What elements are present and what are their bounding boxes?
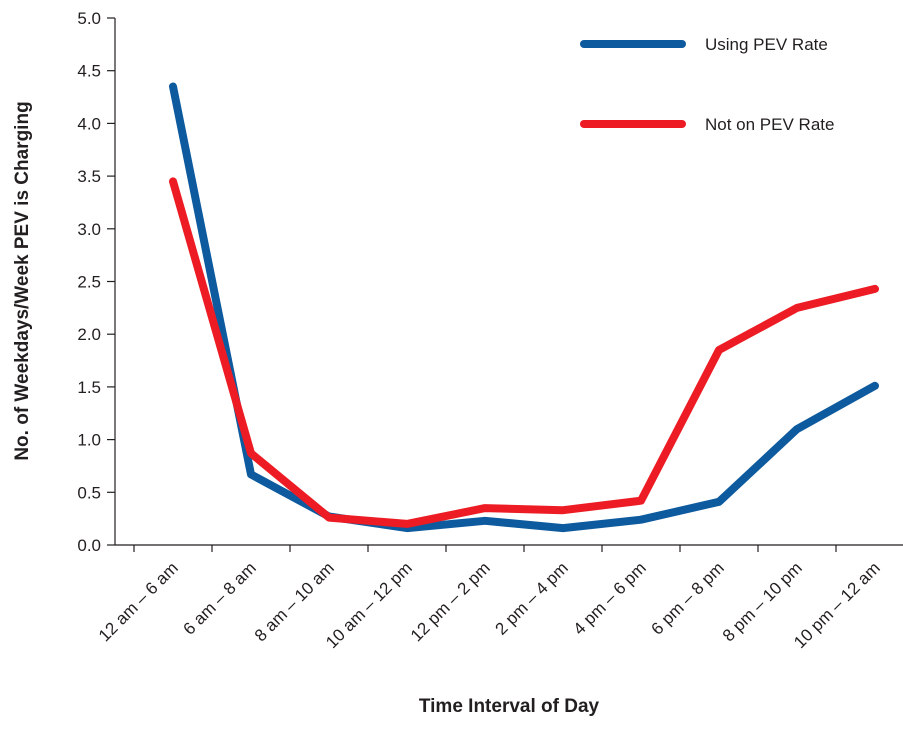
axes [114, 18, 903, 546]
y-tick-label: 0.0 [77, 536, 101, 555]
x-tick-label: 6 am – 8 am [180, 558, 260, 638]
series-line-using-pev-rate [169, 82, 879, 533]
y-tick-label: 3.5 [77, 167, 101, 186]
x-tick-label: 12 pm – 2 pm [407, 558, 494, 645]
legend-label: Not on PEV Rate [705, 115, 834, 134]
x-tick-label: 8 am – 10 am [251, 558, 338, 645]
y-axis-title: No. of Weekdays/Week PEV is Charging [12, 101, 33, 460]
legend-label: Using PEV Rate [705, 35, 828, 54]
x-tick-label: 4 pm – 6 pm [570, 558, 650, 638]
y-tick-label: 2.5 [77, 273, 101, 292]
y-tick-label: 1.0 [77, 431, 101, 450]
x-tick-label: 6 pm – 8 pm [648, 558, 728, 638]
x-tick-label: 12 am – 6 am [95, 558, 182, 645]
x-tick-label: 8 pm – 10 pm [719, 558, 806, 645]
y-tick-label: 2.0 [77, 325, 101, 344]
y-tick-label: 3.0 [77, 220, 101, 239]
y-ticks: 0.0 0.5 1.0 1.5 2.0 2.5 3.0 3.5 4.0 4.5 5.0 [77, 9, 115, 555]
series-line-not-on-pev-rate [169, 177, 879, 528]
y-tick-label: 0.5 [77, 483, 101, 502]
y-tick-label: 4.5 [77, 62, 101, 81]
legend: Using PEV Rate Not on PEV Rate [580, 35, 834, 134]
y-tick-label: 4.0 [77, 114, 101, 133]
series-lines [169, 82, 879, 533]
y-tick-label: 5.0 [77, 9, 101, 28]
x-axis-title: Time Interval of Day [419, 696, 600, 717]
x-tick-label: 2 pm – 4 pm [492, 558, 572, 638]
y-tick-label: 1.5 [77, 378, 101, 397]
